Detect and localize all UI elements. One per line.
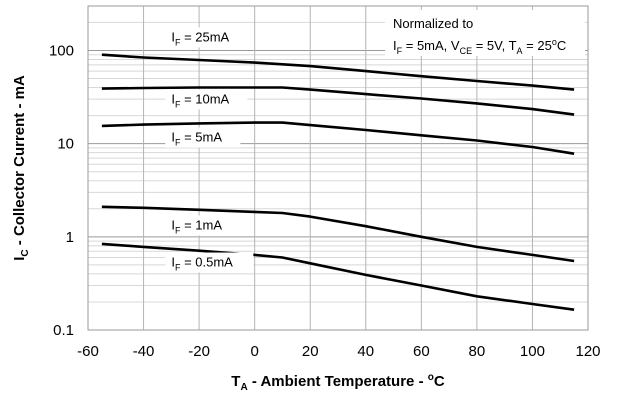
x-tick-labels: -60 -40 -20 0 20 40 60 80 100 120 (77, 343, 600, 360)
series-label-text: IF = 1mA (171, 217, 222, 235)
series-line-4 (101, 242, 575, 311)
series-label-text: IF = 0.5mA (171, 255, 233, 273)
annotation-line-1: Normalized to (393, 16, 473, 31)
x-tick-label: 80 (469, 343, 486, 360)
annotation-box (385, 10, 585, 56)
series-line-3 (101, 205, 575, 263)
series-label-3: IF = 1mA (165, 215, 241, 236)
series-labels: IF = 25mA IF = 10mA IF = 5mA IF = 1mA IF = 0… (165, 27, 254, 273)
y-tick-label: 0.1 (53, 322, 74, 339)
series-label-text: IF = 10mA (171, 91, 229, 109)
series-label-2: IF = 5mA (165, 127, 241, 148)
x-tick-label: -20 (188, 343, 210, 360)
y-tick-label: 10 (57, 136, 74, 153)
y-tick-label: 1 (66, 229, 74, 246)
y-tick-label: 100 (49, 42, 74, 59)
y-tick-labels: 0.1 1 10 100 (49, 42, 74, 339)
series-label-bg (165, 127, 241, 148)
annotation-line-2: IF = 5mA, VCE = 5V, TA = 25oC (393, 37, 566, 56)
x-tick-label: 120 (575, 343, 600, 360)
series-label-0: IF = 25mA (165, 27, 248, 48)
x-tick-label: 40 (357, 343, 374, 360)
x-tick-label: -60 (77, 343, 99, 360)
axis-titles: TA - Ambient Temperature - oC IC - Collec… (11, 75, 445, 393)
x-tick-label: 0 (250, 343, 258, 360)
x-tick-label: 20 (302, 343, 319, 360)
series-label-4: IF = 0.5mA (165, 252, 254, 273)
series-label-text: IF = 25mA (171, 29, 229, 47)
series-line-0 (101, 53, 575, 91)
series-label-bg (165, 252, 254, 273)
series-label-bg (165, 27, 248, 48)
series-label-1: IF = 10mA (165, 89, 248, 110)
annotation: Normalized to IF = 5mA, VCE = 5V, TA = 25… (385, 10, 585, 56)
series-label-text: IF = 5mA (171, 130, 222, 148)
x-tick-label: -40 (133, 343, 155, 360)
plot-area-border (87, 5, 589, 331)
x-tick-label: 100 (520, 343, 545, 360)
series-lines (101, 53, 575, 311)
x-axis-title: TA - Ambient Temperature - oC (231, 372, 445, 393)
series-label-bg (165, 89, 248, 110)
x-tick-label: 60 (413, 343, 430, 360)
series-label-bg (165, 215, 241, 236)
series-line-2 (101, 121, 575, 155)
series-line-1 (101, 86, 575, 116)
y-axis-title: IC - Collector Current - mA (11, 75, 31, 261)
